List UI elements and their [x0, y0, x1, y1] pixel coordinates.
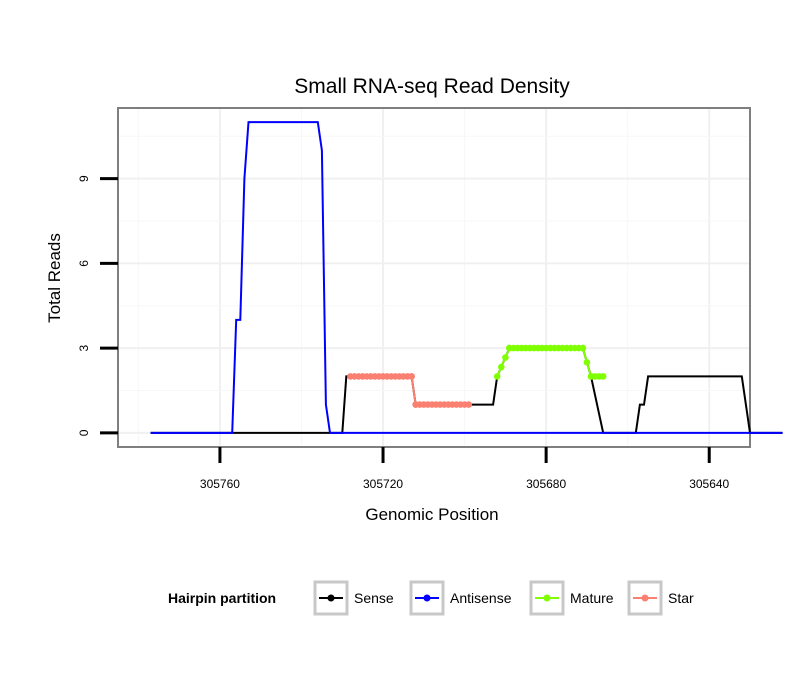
- y-axis-title: Total Reads: [45, 233, 64, 323]
- point-mature: [502, 354, 509, 361]
- point-mature: [498, 363, 505, 371]
- point-star: [408, 373, 415, 380]
- point-star: [465, 401, 473, 408]
- y-axis: 0 3 6 9: [77, 175, 118, 436]
- legend-key-point-sense: [327, 594, 335, 602]
- x-tick-label: 305680: [526, 477, 566, 491]
- y-tick-label: 3: [77, 344, 91, 351]
- legend-label-antisense: Antisense: [450, 590, 512, 606]
- point-mature: [583, 359, 591, 366]
- x-axis: 305760 305720 305680 305640: [200, 447, 730, 491]
- legend: Hairpin partition Sense Antisense Mature St…: [168, 580, 694, 616]
- x-axis-title: Genomic Position: [365, 505, 498, 524]
- y-tick-label: 9: [77, 175, 91, 182]
- point-mature: [579, 344, 587, 352]
- legend-label-mature: Mature: [570, 590, 614, 606]
- point-mature: [493, 373, 501, 380]
- x-tick-label: 305640: [689, 477, 729, 491]
- legend-key-point-mature: [543, 594, 551, 602]
- legend-title: Hairpin partition: [168, 590, 276, 606]
- chart-title: Small RNA-seq Read Density: [294, 75, 570, 98]
- plot-panel: [117, 107, 751, 448]
- series-line-antisense: [150, 121, 783, 434]
- x-tick-label: 305720: [363, 477, 403, 491]
- legend-label-sense: Sense: [354, 590, 394, 606]
- y-tick-label: 6: [77, 260, 91, 267]
- legend-key-point-antisense: [423, 594, 431, 602]
- x-tick-label: 305760: [200, 477, 240, 491]
- legend-key-point-star: [641, 594, 649, 602]
- y-tick-label: 0: [77, 429, 91, 436]
- point-mature: [599, 373, 607, 380]
- series-layer: [150, 121, 783, 434]
- legend-label-star: Star: [668, 590, 694, 606]
